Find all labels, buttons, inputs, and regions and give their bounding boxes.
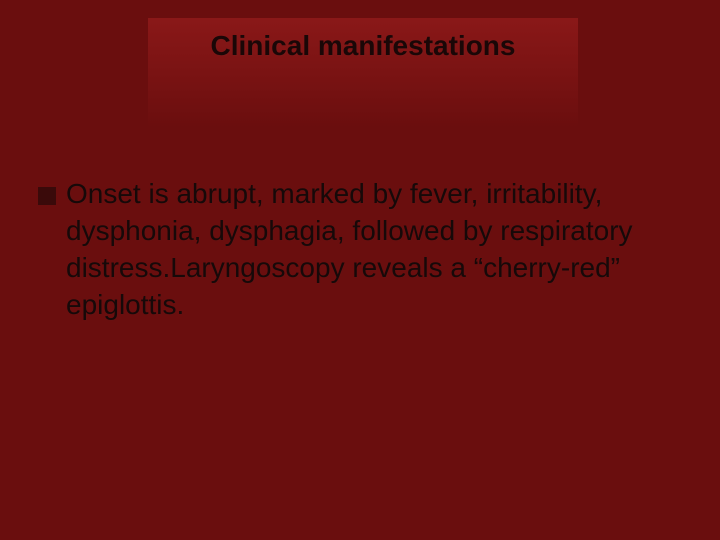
bullet-text: Onset is abrupt, marked by fever, irrita… <box>66 176 690 324</box>
bullet-item: Onset is abrupt, marked by fever, irrita… <box>38 176 690 324</box>
slide: Clinical manifestations Onset is abrupt,… <box>0 0 720 540</box>
body-area: Onset is abrupt, marked by fever, irrita… <box>38 176 690 324</box>
slide-title: Clinical manifestations <box>211 30 516 62</box>
square-bullet-icon <box>38 187 56 205</box>
title-box: Clinical manifestations <box>148 18 578 128</box>
